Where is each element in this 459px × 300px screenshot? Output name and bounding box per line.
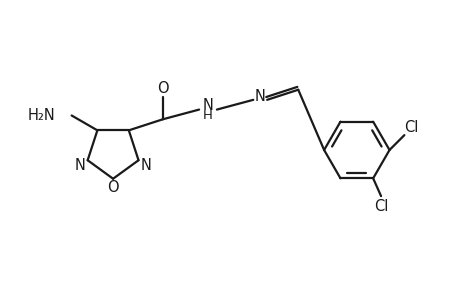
Text: O: O: [157, 81, 168, 96]
Text: N: N: [202, 98, 213, 113]
Text: Cl: Cl: [403, 120, 418, 135]
Text: Cl: Cl: [373, 199, 387, 214]
Text: N: N: [254, 89, 265, 104]
Text: N: N: [74, 158, 85, 173]
Text: H: H: [202, 109, 213, 122]
Text: N: N: [141, 158, 151, 173]
Text: H₂N: H₂N: [28, 108, 56, 123]
Text: O: O: [107, 180, 118, 195]
